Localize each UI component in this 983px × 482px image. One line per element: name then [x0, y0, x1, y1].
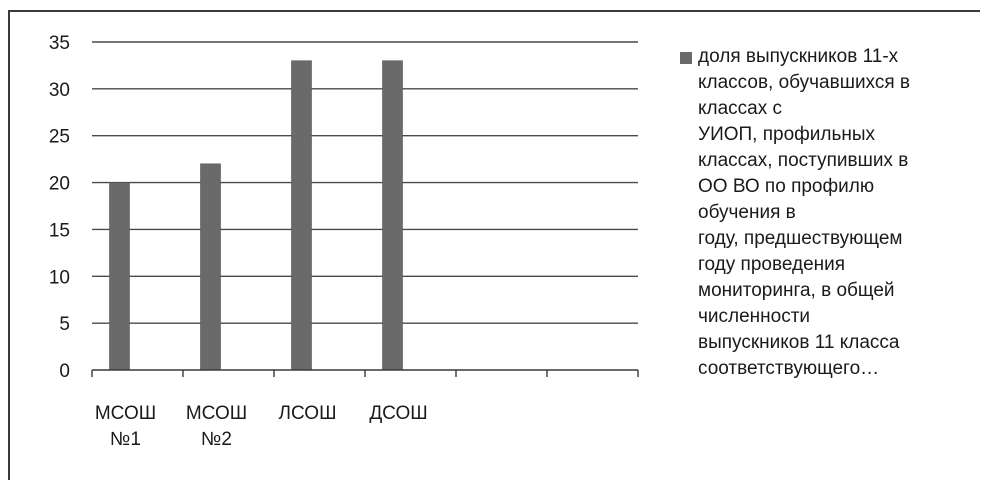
legend-line: году проведения	[698, 254, 846, 275]
legend-line: классах с	[698, 98, 783, 119]
y-tick-label: 25	[49, 127, 70, 148]
legend-line: численности	[698, 306, 811, 327]
y-tick-label: 0	[59, 361, 70, 382]
legend-line: году, предшествующем	[698, 228, 903, 249]
legend-line: выпускников 11 класса	[698, 332, 900, 353]
y-tick-label: 30	[49, 80, 70, 101]
bar	[382, 60, 403, 371]
bar	[109, 182, 130, 371]
x-category-labels: МСОШ №1 МСОШ №2 ЛСОШ ДСОШ	[95, 403, 428, 450]
legend-line: обучения в	[698, 202, 796, 223]
x-category-label: №1	[110, 429, 141, 450]
y-tick-label: 5	[59, 314, 70, 335]
legend-swatch	[680, 52, 692, 64]
x-category-label: №2	[201, 429, 232, 450]
bar	[291, 60, 312, 371]
x-axis	[91, 369, 639, 377]
legend-line: мониторинга, в общей	[698, 280, 895, 301]
x-category-label: ДСОШ	[369, 403, 427, 424]
x-category-label: МСОШ	[95, 403, 156, 424]
bars	[109, 60, 403, 371]
gridlines	[92, 41, 638, 324]
legend-line: классов, обучавшихся в	[698, 72, 911, 93]
legend: доля выпускников 11-х классов, обучавшихс…	[680, 44, 972, 382]
bar	[200, 163, 221, 371]
y-tick-label: 20	[49, 174, 70, 195]
x-category-label: МСОШ	[186, 403, 247, 424]
legend-line: ОО ВО по профилю	[698, 176, 875, 197]
y-tick-label: 15	[49, 220, 70, 241]
legend-line: доля выпускников 11-х	[698, 46, 899, 67]
legend-line: классах, поступивших в	[698, 150, 909, 171]
legend-label: доля выпускников 11-х классов, обучавшихс…	[680, 44, 972, 382]
y-tick-label: 35	[49, 33, 70, 54]
legend-line: соответствующего…	[698, 358, 880, 379]
x-category-label: ЛСОШ	[279, 403, 337, 424]
y-tick-labels: 0 5 10 15 20 25 30 35	[49, 33, 70, 382]
y-tick-label: 10	[49, 267, 70, 288]
legend-line: УИОП, профильных	[698, 124, 876, 145]
